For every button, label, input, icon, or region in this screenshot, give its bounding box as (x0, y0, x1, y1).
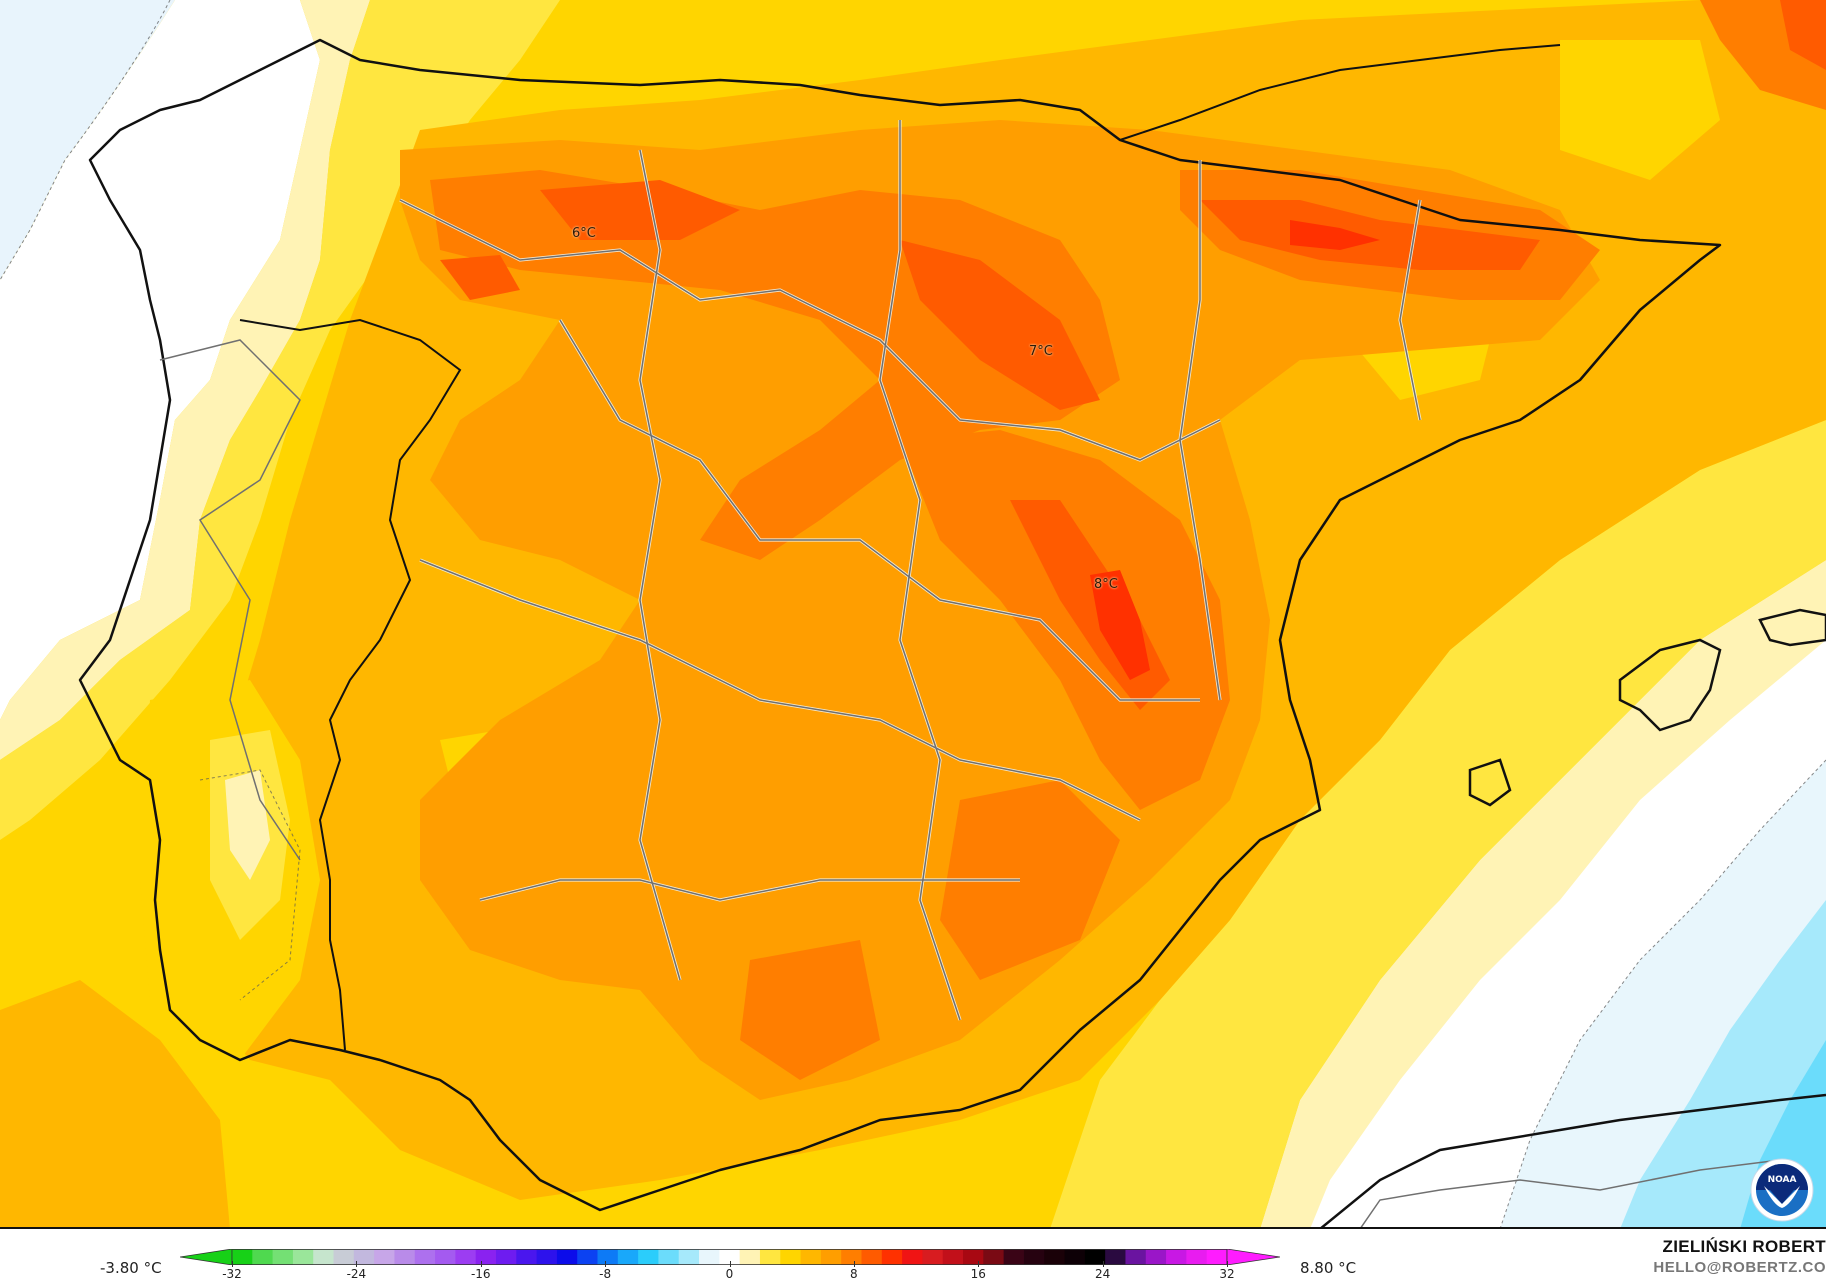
colorbar-tick-mark (978, 1261, 980, 1267)
colorbar-tick-mark (232, 1261, 233, 1267)
colorbar-min-value: -3.80 °C (100, 1259, 162, 1277)
contour-cold-nw (0, 0, 175, 280)
contour-red-orange-5 (440, 255, 520, 300)
temperature-label-8c: 8°C (1094, 577, 1118, 592)
colorbar-tick-label: -8 (599, 1267, 612, 1281)
temperature-map: 6°C 7°C 8°C (0, 0, 1826, 1229)
temperature-label-6c: 6°C (572, 226, 596, 241)
island-menorca (1758, 608, 1826, 647)
island-mallorca (1618, 638, 1722, 732)
noaa-logo-icon: NOAA (1750, 1158, 1814, 1222)
colorbar-tick-mark (356, 1261, 358, 1267)
contour-lines-dashed (0, 0, 1826, 1227)
colorbar-tick-label: 32 (1219, 1267, 1235, 1281)
contour-yellow-se (1050, 420, 1826, 1227)
contour-yellow-france (1560, 40, 1720, 180)
contour-red-orange-1 (540, 180, 740, 240)
colorbar-tick-label: 8 (850, 1267, 858, 1281)
colorbar-max-value: 8.80 °C (1300, 1259, 1357, 1277)
contour-hot-2 (1090, 570, 1150, 680)
contour-hot-1 (1290, 220, 1380, 250)
colorbar-tick-label: -32 (222, 1267, 242, 1281)
colorbar-tick-label: 16 (970, 1267, 986, 1281)
colorbar-tick-label: -24 (346, 1267, 367, 1281)
coastline-africa (1320, 1093, 1826, 1227)
colorbar-tick-label: -16 (470, 1267, 491, 1281)
contour-pale-yellow-w (0, 0, 370, 760)
contour-red-orange-6 (1780, 0, 1826, 70)
contour-orange-medium (400, 120, 1600, 1100)
colorbar-tick-label: 0 (725, 1267, 734, 1281)
colorbar-tick-mark (605, 1261, 607, 1267)
contour-orange-dark-se (940, 780, 1120, 980)
border-spain-france (1119, 44, 1561, 141)
map-canvas (0, 0, 1826, 1227)
svg-text:NOAA: NOAA (1768, 1175, 1797, 1185)
contour-orange-dark-e (900, 430, 1230, 810)
colorbar (180, 1249, 1280, 1265)
legend-footer: -3.80 °C 8.80 °C -32 -24 -16 -8 0 8 16 24 32 ZIE… (0, 1229, 1826, 1287)
colorbar-tick-mark (729, 1261, 731, 1267)
author-credit: ZIELIŃSKI ROBERT (1662, 1237, 1826, 1256)
colorbar-tick-mark (1227, 1261, 1228, 1267)
contour-orange-sw-sea (0, 980, 230, 1227)
island-ibiza (1468, 758, 1512, 807)
coastline (78, 38, 1722, 1212)
colorbar-tick-mark (1102, 1261, 1104, 1267)
temperature-label-7c: 7°C (1029, 344, 1053, 359)
colorbar-tick-mark (853, 1261, 855, 1267)
colorbar-tick-label: 24 (1094, 1267, 1111, 1281)
colorbar-tick-mark (480, 1261, 482, 1267)
contour-red-orange-2 (900, 240, 1100, 410)
contour-yellow-w (0, 0, 560, 840)
border-spain-portugal (239, 318, 462, 1051)
contour-orange-dark-s (740, 940, 880, 1080)
contour-red-orange-3 (1200, 200, 1540, 270)
author-email: HELLO@ROBERTZ.CO (1653, 1259, 1826, 1276)
province-boundaries (159, 120, 1781, 1227)
